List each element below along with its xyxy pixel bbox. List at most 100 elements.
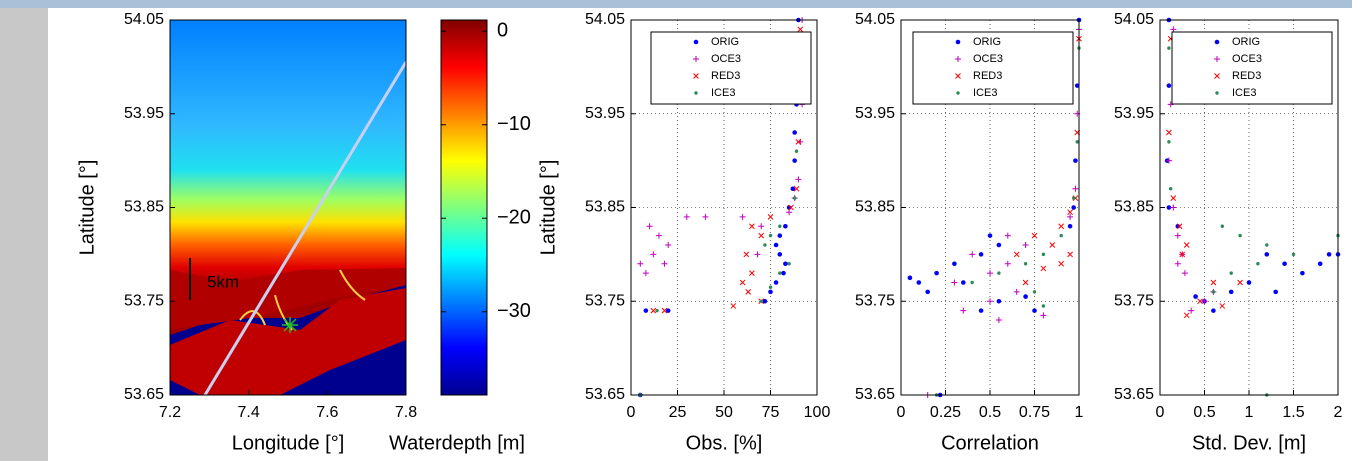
point	[1004, 232, 1011, 239]
point	[1032, 308, 1037, 313]
point	[1032, 290, 1037, 294]
x-tick-label: 50	[715, 404, 733, 421]
point	[759, 299, 763, 303]
point	[1058, 260, 1065, 267]
point	[1219, 303, 1226, 309]
point	[970, 280, 974, 285]
point	[783, 261, 788, 267]
x-axis-label: Obs. [%]	[686, 432, 763, 454]
point	[1041, 252, 1046, 257]
axes-box	[630, 19, 818, 396]
x-axis-label: Correlation	[941, 432, 1039, 454]
point	[969, 251, 976, 258]
point	[1291, 252, 1296, 257]
y-tick-label: 54.05	[1114, 11, 1154, 28]
legend-label: OCE3	[1232, 53, 1262, 65]
point	[758, 223, 765, 230]
point	[792, 196, 797, 200]
point	[1073, 158, 1078, 163]
legend-marker	[955, 39, 961, 45]
point	[661, 307, 668, 314]
y-tick-label: 53.75	[124, 292, 164, 309]
legend-box	[912, 31, 1074, 105]
point	[1041, 304, 1046, 308]
station-marker	[282, 317, 298, 333]
point	[1170, 195, 1177, 201]
y-tick-label: 53.85	[124, 199, 164, 216]
point	[646, 223, 653, 230]
point	[978, 252, 984, 257]
legend-marker	[693, 73, 699, 79]
legend-marker	[1215, 91, 1219, 95]
point	[1273, 289, 1278, 295]
point	[637, 260, 644, 267]
point	[783, 223, 788, 229]
point	[763, 243, 767, 247]
point	[1167, 140, 1171, 144]
point	[773, 242, 779, 248]
y-tick-label: 53.75	[585, 292, 625, 309]
point	[1193, 294, 1198, 299]
point	[792, 130, 797, 135]
legend-marker	[1214, 56, 1220, 62]
point	[1264, 252, 1270, 257]
y-tick-label: 53.75	[855, 292, 895, 309]
point	[702, 213, 709, 220]
point	[961, 280, 966, 285]
annotation: 5km	[207, 272, 239, 291]
window-strip	[0, 0, 1352, 8]
point	[778, 271, 782, 275]
y-tick-label: 53.95	[585, 105, 625, 122]
x-tick-label: 7.2	[159, 404, 181, 421]
point	[655, 232, 662, 239]
point	[997, 271, 1001, 275]
point	[1238, 233, 1242, 238]
y-tick-label: 53.85	[585, 199, 625, 216]
point	[767, 214, 774, 220]
colorbar-tick-label: 0	[497, 20, 508, 42]
point	[1040, 265, 1047, 272]
point	[1071, 205, 1076, 210]
point	[730, 303, 737, 309]
colorbar-fill	[441, 20, 487, 395]
point	[795, 176, 802, 183]
point	[768, 285, 773, 289]
point	[1075, 140, 1079, 144]
point	[1211, 290, 1216, 294]
point	[650, 307, 657, 314]
point	[739, 213, 746, 220]
x-tick-label: 1	[1075, 404, 1084, 421]
colorbar-tick-label: −30	[497, 300, 531, 322]
point	[1201, 298, 1208, 305]
x-axis-label: Waterdepth [m]	[389, 432, 525, 454]
point	[987, 270, 993, 277]
legend-box	[1171, 31, 1333, 105]
point	[1220, 224, 1225, 228]
point	[995, 317, 1002, 323]
y-tick-label: 54.05	[124, 11, 164, 28]
point	[1031, 232, 1038, 239]
depth-map	[170, 20, 406, 395]
point	[794, 149, 799, 153]
point	[1211, 308, 1216, 313]
point	[1167, 46, 1171, 50]
x-tick-label: 2	[1334, 404, 1343, 421]
y-axis-label: Latitude [°]	[76, 160, 98, 256]
point	[1013, 288, 1020, 295]
point	[778, 224, 782, 228]
point	[1168, 187, 1173, 191]
point	[795, 139, 802, 145]
point	[743, 251, 750, 258]
point	[1022, 279, 1029, 286]
y-tick-label: 53.65	[124, 386, 164, 403]
point	[1174, 232, 1181, 239]
x-tick-label: 100	[804, 404, 831, 421]
point	[1229, 271, 1233, 275]
point	[1188, 307, 1195, 314]
x-tick-label: 7.4	[238, 404, 260, 421]
point	[1049, 242, 1056, 248]
point	[792, 158, 797, 163]
point	[788, 204, 794, 211]
point	[768, 289, 773, 295]
point	[1179, 251, 1186, 258]
